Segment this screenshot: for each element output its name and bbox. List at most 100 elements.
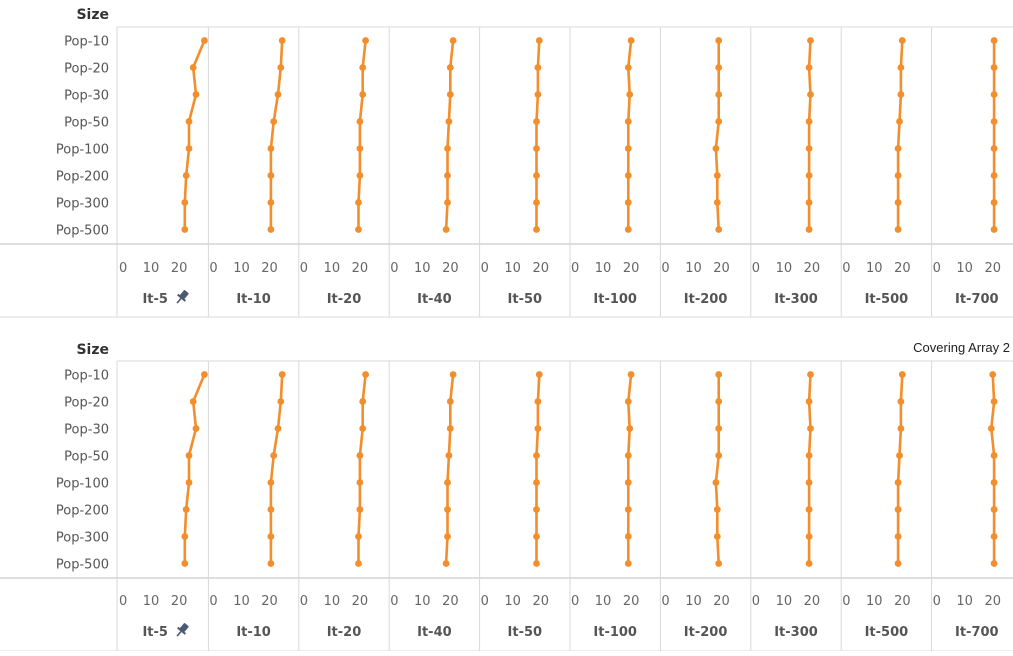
pin-icon[interactable] [173,621,190,639]
x-tick-label: 0 [661,261,669,276]
row-label-pop-100: Pop-100 [56,477,109,492]
column-label-it-10: It-10 [236,292,271,307]
data-point [442,226,450,233]
data-point [446,425,454,432]
data-point [446,398,454,405]
row-label-pop-200: Pop-200 [56,504,109,519]
x-tick-label: 0 [842,261,850,276]
x-tick-label: 20 [442,261,459,276]
x-tick-label: 10 [776,261,793,276]
series-line-it-100 [627,374,633,564]
data-point [181,560,189,567]
data-point [267,560,275,567]
column-label-it-20: It-20 [327,292,362,307]
data-point [533,533,540,540]
series-line-it-10 [269,374,284,564]
data-point [624,560,632,567]
pin-icon-base [177,293,187,302]
data-point [715,118,723,125]
x-tick-label: 10 [414,261,431,276]
data-point [201,371,208,378]
data-point [445,452,453,459]
data-point [990,226,998,233]
data-point [894,172,902,179]
data-point [356,479,364,486]
data-point [898,37,906,44]
data-point [624,145,632,152]
x-tick-label: 10 [324,261,341,276]
data-point [715,425,723,432]
x-tick-label: 0 [933,261,941,276]
column-label-it-200: It-200 [684,292,728,307]
pin-icon-base [177,626,187,635]
x-tick-label: 0 [390,594,398,609]
series-line-it-40 [444,40,455,230]
x-tick-label: 0 [752,594,760,609]
data-point [533,479,540,486]
series-line-it-50 [535,374,541,564]
x-tick-label: 10 [866,261,883,276]
data-point [624,398,632,405]
x-tick-label: 20 [261,594,278,609]
data-point [990,479,998,486]
data-point [894,145,902,152]
series-line-it-500 [896,374,904,564]
data-point [185,145,193,152]
data-point [445,118,453,125]
data-point [444,199,451,206]
series-line-it-300 [807,374,812,564]
data-point [267,479,275,486]
data-point [715,226,723,233]
x-tick-label: 0 [933,594,941,609]
data-point [267,145,275,152]
data-point [713,199,721,206]
series-line-it-10 [269,40,284,230]
x-tick-label: 10 [504,261,521,276]
data-point [535,37,543,44]
data-point [356,118,364,125]
data-point [278,371,286,378]
x-tick-label: 0 [571,261,579,276]
x-tick-label: 20 [171,261,188,276]
data-point [807,425,814,432]
column-label-it-40: It-40 [417,292,452,307]
series-line-it-200 [714,40,720,230]
x-tick-label: 20 [532,594,549,609]
data-point [267,226,275,233]
series-line-it-40 [444,374,455,564]
row-label-pop-50: Pop-50 [64,450,109,465]
data-point [181,533,189,540]
data-point [712,145,720,152]
data-point [362,37,369,44]
row-header: Size [76,342,109,358]
data-point [897,91,905,98]
data-point [533,199,540,206]
x-tick-label: 0 [481,594,489,609]
data-point [444,145,451,152]
data-point [627,371,635,378]
pin-icon[interactable] [173,288,190,306]
data-point [990,533,998,540]
column-label-it-100: It-100 [593,292,637,307]
row-label-pop-300: Pop-300 [56,197,109,212]
data-point [713,506,721,513]
x-tick-label: 20 [804,261,821,276]
series-line-it-20 [357,40,367,230]
data-point [807,371,814,378]
data-point [624,226,632,233]
data-point [990,37,998,44]
x-tick-label: 10 [685,261,702,276]
data-point [624,452,632,459]
row-label-pop-10: Pop-10 [64,369,109,384]
data-point [805,199,813,206]
chart-panel-2: Size Covering Array 2 Pop-10 Pop-20 Pop-30 Po… [0,340,1013,652]
data-point [359,398,367,405]
column-label-it-20: It-20 [327,625,362,640]
data-point [274,425,282,432]
x-tick-label: 20 [804,594,821,609]
data-point [715,371,723,378]
data-point [355,199,362,206]
data-point [201,37,208,44]
x-tick-label: 10 [866,594,883,609]
data-point [894,479,902,486]
